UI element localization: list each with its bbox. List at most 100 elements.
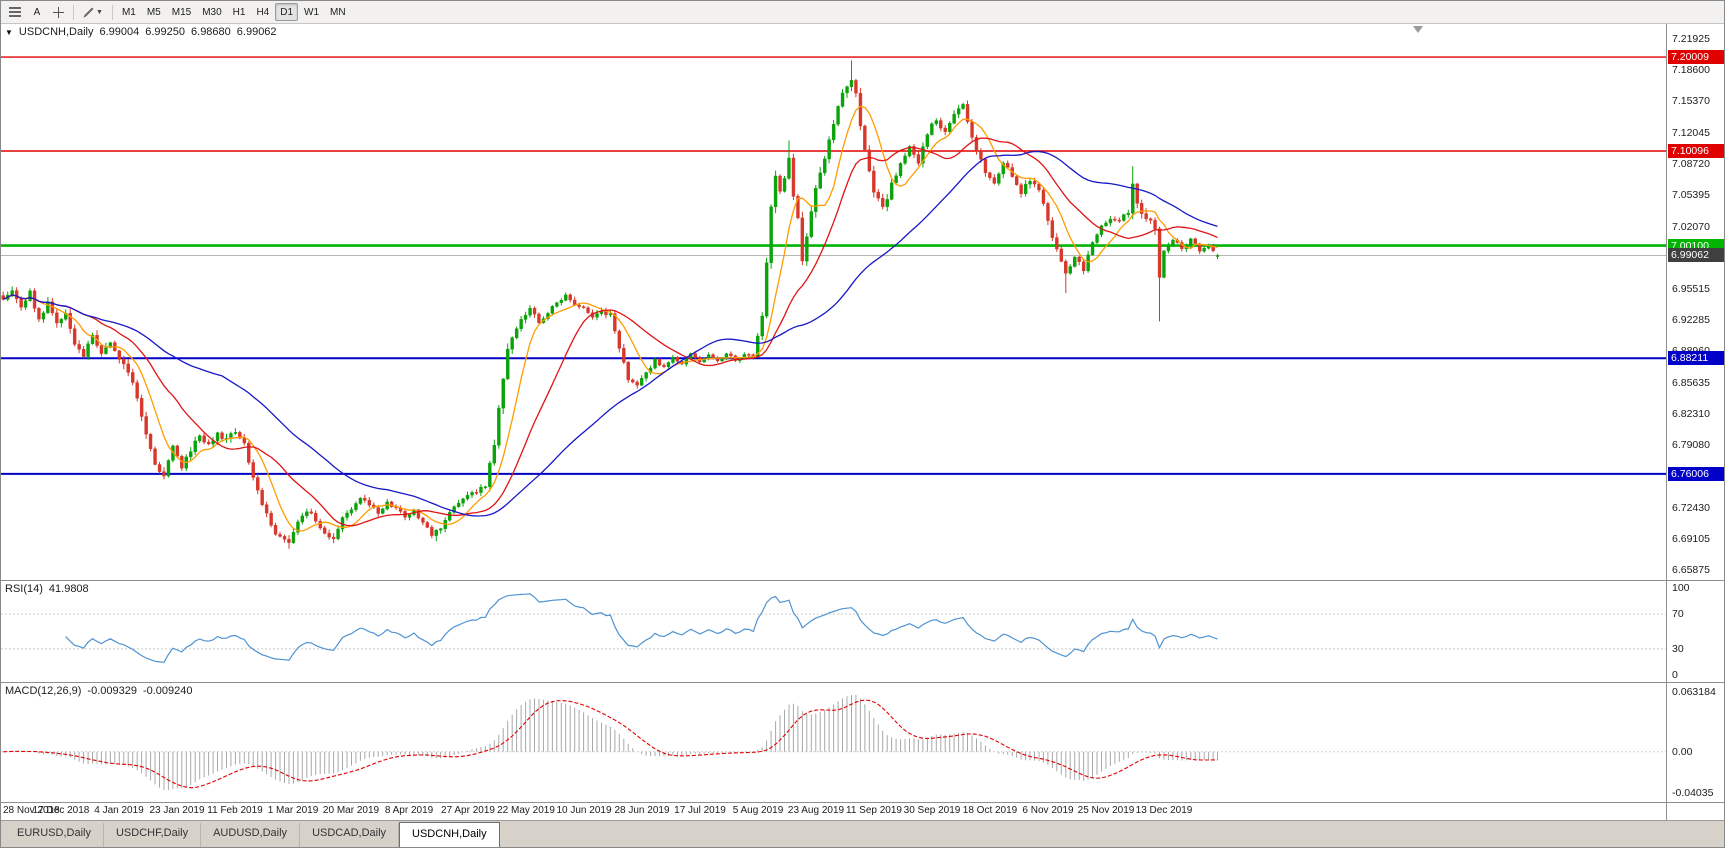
rsi-scale-label: 30 (1672, 643, 1684, 655)
price-scale-label: 6.79080 (1672, 439, 1710, 451)
date-label: 13 Dec 2019 (1135, 805, 1193, 816)
macd-scale-label: 0.00 (1672, 746, 1693, 758)
pencil-icon (83, 7, 94, 18)
date-label: 11 Sep 2019 (846, 805, 902, 816)
charts-list-icon (9, 7, 21, 17)
price-scale-axis[interactable]: 7.21925 7.18600 7.15370 7.12045 7.08720 7.053… (1666, 24, 1724, 580)
date-label: 10 Jun 2019 (556, 805, 612, 816)
bar-open-value: 6.99004 (99, 26, 140, 38)
price-scale-label: 6.92285 (1672, 314, 1710, 326)
price-chart-area[interactable]: ▼ USDCNH,Daily 6.99004 6.99250 6.98680 6… (1, 24, 1666, 580)
rsi-scale-axis[interactable]: 100 70 30 0 (1666, 581, 1724, 682)
date-label: 8 Apr 2019 (384, 805, 434, 816)
macd-scale-label: -0.04035 (1672, 787, 1714, 799)
date-label: 5 Aug 2019 (732, 805, 784, 816)
timeframe-w1-button[interactable]: W1 (299, 3, 324, 21)
rsi-scale-label: 0 (1672, 669, 1678, 681)
toolbar: A ▼ M1 M5 M15 M30 H1 H4 D1 W1 MN (1, 1, 1724, 24)
timeframe-m30-button[interactable]: M30 (197, 3, 226, 21)
bar-close-value: 6.99062 (236, 26, 277, 38)
price-scale-label: 7.12045 (1672, 127, 1710, 139)
toolbar-separator (73, 4, 74, 20)
date-label: 28 Nov 2018 (3, 805, 60, 816)
tab-usdcnh[interactable]: USDCNH,Daily (399, 822, 500, 847)
date-label: 22 May 2019 (497, 805, 555, 816)
chart-shift-marker[interactable] (1412, 26, 1423, 33)
date-label: 18 Oct 2019 (962, 805, 1018, 816)
charts-list-icon-button[interactable] (4, 3, 26, 21)
chart-symbol-period: USDCNH,Daily (18, 26, 94, 38)
price-scale-label: 6.85635 (1672, 377, 1710, 389)
crosshair-icon (53, 6, 64, 18)
date-label: 23 Aug 2019 (787, 805, 845, 816)
ma20-line (2, 137, 1218, 527)
price-scale-label: 6.95515 (1672, 283, 1710, 295)
date-label: 30 Sep 2019 (903, 805, 961, 816)
date-axis-row: 28 Nov 2018 17 Dec 2018 4 Jan 2019 23 Jan 2… (1, 802, 1724, 820)
date-label: 17 Jul 2019 (674, 805, 726, 816)
timeframe-h1-button[interactable]: H1 (228, 3, 251, 21)
one-click-trading-icon[interactable]: ▼ (5, 27, 13, 37)
rsi-indicator-value: 41.9808 (48, 583, 89, 595)
level-price-tag: 6.88211 (1668, 351, 1724, 365)
macd-histogram (7, 694, 1218, 791)
tab-usdchf[interactable]: USDCHF,Daily (104, 823, 202, 847)
date-label: 6 Nov 2019 (1022, 805, 1074, 816)
macd-chart-area[interactable]: MACD(12,26,9) -0.009329 -0.009240 (1, 683, 1666, 802)
rsi-line (65, 593, 1218, 663)
tab-usdcad[interactable]: USDCAD,Daily (300, 823, 400, 847)
macd-scale-axis[interactable]: 0.063184 0.00 -0.04035 (1666, 683, 1724, 802)
date-label: 25 Nov 2019 (1077, 805, 1135, 816)
level-price-tag: 6.76006 (1668, 467, 1724, 481)
rsi-scale-label: 70 (1672, 608, 1684, 620)
timeframe-d1-button[interactable]: D1 (275, 3, 299, 21)
ma8-line (2, 105, 1218, 532)
drawing-tools-button[interactable]: ▼ (78, 3, 108, 21)
date-label: 11 Feb 2019 (207, 805, 263, 816)
date-label: 1 Mar 2019 (267, 805, 319, 816)
date-axis[interactable]: 28 Nov 2018 17 Dec 2018 4 Jan 2019 23 Jan 2… (1, 803, 1666, 820)
date-label: 28 Jun 2019 (614, 805, 670, 816)
rsi-scale-label: 100 (1672, 582, 1690, 594)
down-candle-wicks (2, 78, 1214, 549)
rsi-header: RSI(14) 41.9808 (5, 583, 89, 595)
timeframe-m1-button[interactable]: M1 (117, 3, 141, 21)
chart-header: ▼ USDCNH,Daily 6.99004 6.99250 6.98680 6… (5, 26, 277, 38)
rsi-svg (1, 593, 1666, 663)
text-tool-button[interactable]: A (27, 3, 47, 21)
timeframe-m15-button[interactable]: M15 (167, 3, 196, 21)
date-label: 23 Jan 2019 (149, 805, 205, 816)
macd-scale-label: 0.063184 (1672, 686, 1716, 698)
rsi-indicator-name: RSI(14) (5, 583, 43, 595)
timeframe-h4-button[interactable]: H4 (251, 3, 274, 21)
price-scale-label: 6.65875 (1672, 564, 1710, 576)
axis-corner (1666, 803, 1724, 820)
macd-indicator-name: MACD(12,26,9) (5, 685, 82, 697)
price-scale-label: 6.82310 (1672, 408, 1710, 420)
horizontal-level-lines[interactable] (1, 56, 1666, 475)
date-label: 27 Apr 2019 (441, 805, 495, 816)
toolbar-separator (111, 4, 113, 20)
price-scale-label: 7.15370 (1672, 95, 1710, 107)
timeframe-mn-button[interactable]: MN (325, 3, 351, 21)
macd-main-value: -0.009329 (87, 685, 137, 697)
rsi-chart-area[interactable]: RSI(14) 41.9808 (1, 581, 1666, 682)
tab-eurusd[interactable]: EURUSD,Daily (5, 823, 104, 847)
level-price-tag: 7.20009 (1668, 50, 1724, 64)
crosshair-tool-button[interactable] (48, 3, 69, 21)
tab-audusd[interactable]: AUDUSD,Daily (201, 823, 301, 847)
price-scale-label: 7.21925 (1672, 33, 1710, 45)
candles (1, 60, 1220, 549)
chevron-down-icon: ▼ (96, 8, 103, 16)
chart-tabbar: EURUSD,Daily USDCHF,Daily AUDUSD,Daily U… (1, 820, 1724, 847)
level-price-tag: 7.10096 (1668, 144, 1724, 158)
rsi-pane: RSI(14) 41.9808 100 70 30 0 (1, 580, 1724, 682)
macd-signal-line (3, 699, 1218, 789)
timeframe-m5-button[interactable]: M5 (142, 3, 166, 21)
macd-svg (1, 694, 1666, 791)
price-scale-label: 7.02070 (1672, 221, 1710, 233)
date-label: 20 Mar 2019 (322, 805, 380, 816)
price-scale-label: 6.69105 (1672, 533, 1710, 545)
price-scale-label: 7.08720 (1672, 158, 1710, 170)
up-candle-wicks (7, 60, 1218, 544)
